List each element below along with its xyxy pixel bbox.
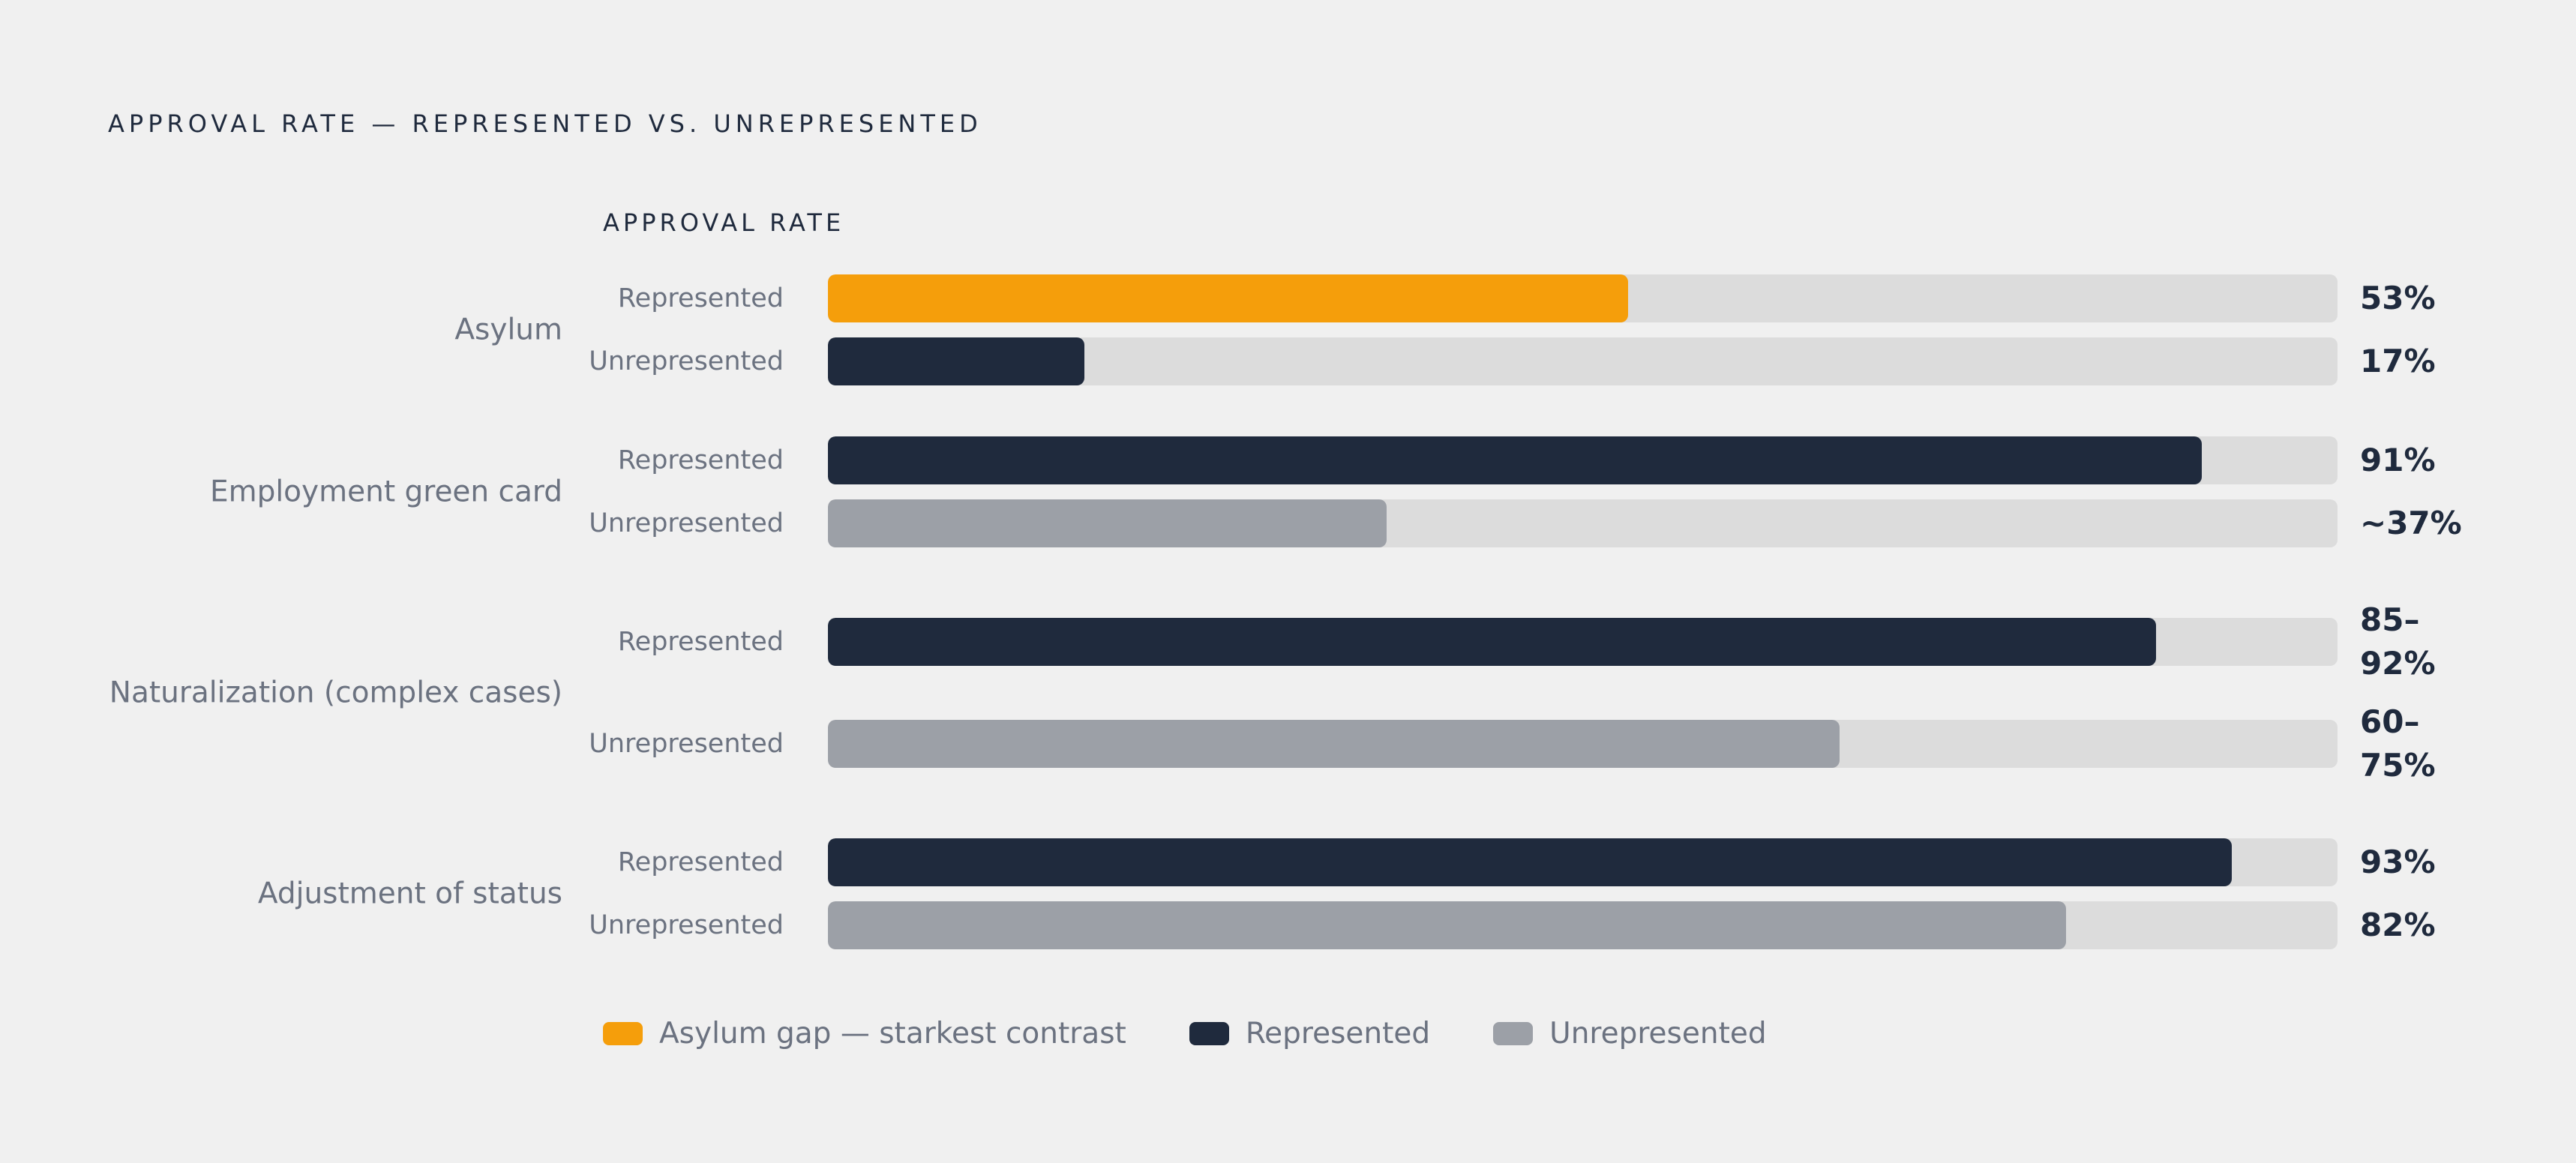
bar xyxy=(828,838,2233,886)
group-label: Naturalization (complex cases) xyxy=(109,676,562,710)
row-label: Represented xyxy=(617,627,784,657)
bar-track xyxy=(828,838,2338,886)
chart-title: APPROVAL RATE — REPRESENTED VS. UNREPRES… xyxy=(108,109,982,138)
row-label: Represented xyxy=(617,283,784,313)
data-label-line: 75% xyxy=(2360,747,2436,784)
legend-item: Unrepresented xyxy=(1493,1017,1767,1051)
data-label: 85– 92% xyxy=(2360,598,2436,685)
bar-track xyxy=(828,901,2338,949)
data-label-line: 85– xyxy=(2360,601,2420,638)
legend-label: Unrepresented xyxy=(1549,1017,1767,1051)
legend-item: Asylum gap — starkest contrast xyxy=(603,1017,1126,1051)
row-label: Represented xyxy=(617,445,784,475)
row-label: Unrepresented xyxy=(589,508,784,538)
data-label-line: 60– xyxy=(2360,703,2420,740)
row-label: Unrepresented xyxy=(589,346,784,376)
legend-swatch xyxy=(1493,1022,1534,1045)
bar-track xyxy=(828,618,2338,666)
bar xyxy=(828,274,1628,322)
legend-item: Represented xyxy=(1189,1017,1430,1051)
data-label: ~37% xyxy=(2360,505,2462,541)
data-label-line: 92% xyxy=(2360,645,2436,682)
bar xyxy=(828,618,2157,666)
legend-swatch xyxy=(1189,1022,1229,1045)
bar xyxy=(828,720,1840,768)
bar-track xyxy=(828,499,2338,547)
row-label: Unrepresented xyxy=(589,729,784,759)
bar-track xyxy=(828,720,2338,768)
data-label: 60– 75% xyxy=(2360,700,2436,787)
data-label: 91% xyxy=(2360,442,2436,478)
legend-swatch xyxy=(603,1022,643,1045)
row-label: Unrepresented xyxy=(589,910,784,940)
axis-label: APPROVAL RATE xyxy=(603,208,845,237)
bar-track xyxy=(828,436,2338,484)
data-label: 17% xyxy=(2360,343,2436,379)
data-label: 82% xyxy=(2360,907,2436,943)
bar xyxy=(828,436,2202,484)
data-label: 53% xyxy=(2360,280,2436,316)
bar-track xyxy=(828,274,2338,322)
data-label: 93% xyxy=(2360,844,2436,880)
bar xyxy=(828,337,1085,385)
group-label: Employment green card xyxy=(209,475,562,509)
bar xyxy=(828,499,1387,547)
group-label: Asylum xyxy=(454,313,562,347)
legend: Asylum gap — starkest contrast Represente… xyxy=(603,1017,1830,1051)
row-label: Represented xyxy=(617,847,784,877)
legend-label: Represented xyxy=(1245,1017,1431,1051)
bar-track xyxy=(828,337,2338,385)
bar xyxy=(828,901,2066,949)
group-label: Adjustment of status xyxy=(257,877,562,911)
legend-label: Asylum gap — starkest contrast xyxy=(659,1017,1126,1051)
